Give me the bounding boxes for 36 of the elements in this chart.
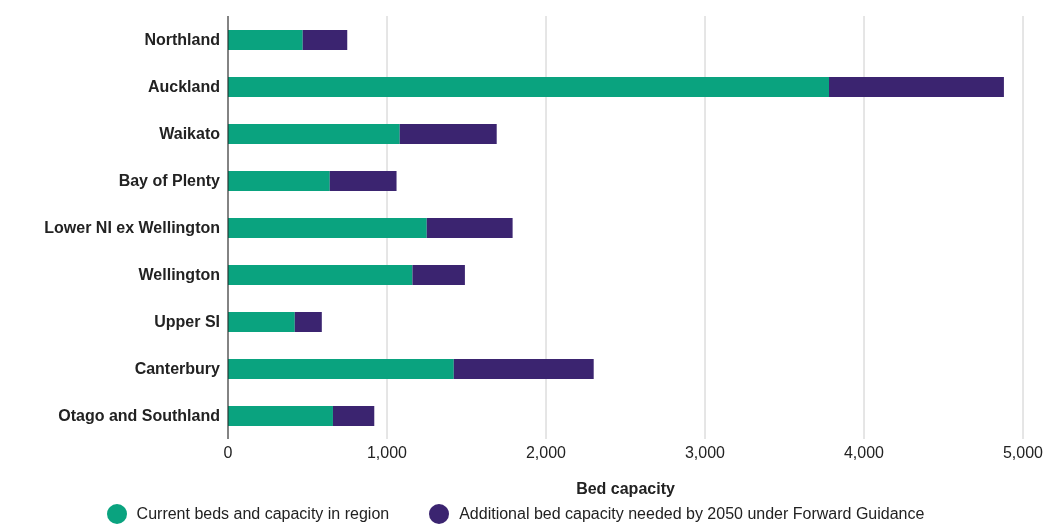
- y-tick-label: Auckland: [147, 78, 220, 96]
- bar: [228, 312, 295, 332]
- y-tick-label: Lower NI ex Wellington: [44, 219, 220, 237]
- bar: [228, 30, 303, 50]
- x-tick-label: 5,000: [1002, 444, 1044, 462]
- bar: [829, 77, 1004, 97]
- y-tick-label: Northland: [144, 31, 220, 49]
- x-tick-label: 3,000: [684, 444, 726, 462]
- y-tick-label: Waikato: [159, 125, 221, 143]
- bar: [453, 359, 594, 379]
- bar: [412, 265, 465, 285]
- bar: [302, 30, 348, 50]
- x-tick-label: 4,000: [843, 444, 885, 462]
- bar: [228, 171, 330, 191]
- y-tick-label: Bay of Plenty: [118, 172, 221, 190]
- bar: [399, 124, 497, 144]
- x-tick-label: 1,000: [366, 444, 408, 462]
- bar: [294, 312, 322, 332]
- bar: [329, 171, 397, 191]
- bar: [228, 218, 427, 238]
- y-tick-label: Otago and Southland: [58, 407, 220, 425]
- bar: [228, 359, 454, 379]
- x-tick-label: 2,000: [525, 444, 567, 462]
- bar: [332, 406, 375, 426]
- bar: [426, 218, 513, 238]
- bar: [228, 77, 830, 97]
- bar: [228, 124, 400, 144]
- legend-label: Current beds and capacity in region: [136, 505, 390, 523]
- y-tick-label: Wellington: [138, 266, 220, 284]
- bar: [228, 406, 333, 426]
- x-tick-label: 0: [223, 444, 233, 462]
- legend-label: Additional bed capacity needed by 2050 under Forward Guidance: [459, 505, 925, 523]
- x-axis-title: Bed capacity: [576, 480, 675, 497]
- y-tick-label: Upper SI: [154, 313, 220, 331]
- y-tick-label: Canterbury: [134, 360, 221, 378]
- bar: [228, 265, 413, 285]
